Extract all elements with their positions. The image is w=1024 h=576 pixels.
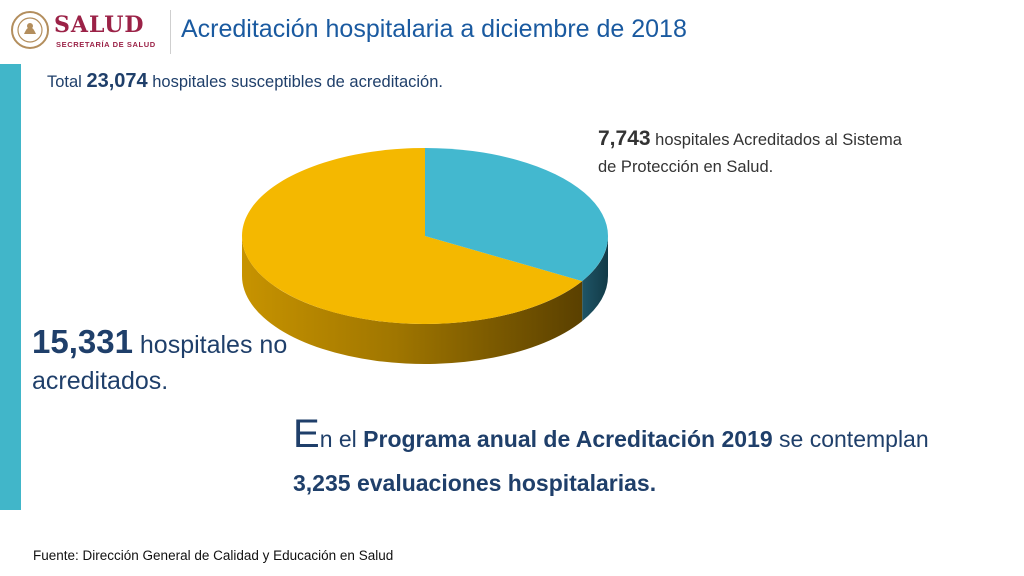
accredited-text: hospitales Acreditados al Sistema de Pro… [598,131,902,176]
note-part1: n el [319,426,357,452]
accredited-label: 7,743 hospitales Acreditados al Sistema … [598,125,918,181]
note-evaluations: 3,235 evaluaciones hospitalarias. [293,470,657,496]
total-summary: Total 23,074 hospitales susceptibles de … [47,70,443,93]
logo-subtitle: SECRETARÍA DE SALUD [56,40,156,49]
accredited-slice [425,148,609,282]
not-accredited-label: 15,331 hospitales no acreditados. [32,324,302,399]
not-accredited-slice [242,148,583,324]
salud-logo: SALUD SECRETARÍA DE SALUD [10,10,160,54]
not-accredited-value: 15,331 [32,323,133,360]
page-title: Acreditación hospitalaria a diciembre de… [181,15,687,43]
side-accent-bar [0,64,21,510]
accredited-value: 7,743 [598,127,651,150]
not-accredited-text: hospitales no acreditados. [32,331,288,395]
note-part2: se contemplan [779,426,929,452]
logo-name: SALUD [54,12,145,38]
note-program: Programa anual de Acreditación 2019 [363,426,773,452]
accredited-slice-side [582,236,608,322]
source-footnote: Fuente: Dirección General de Calidad y E… [33,548,394,563]
program-note: En el Programa anual de Acreditación 201… [293,412,1017,505]
national-emblem-icon [11,11,49,49]
note-dropcap: E [293,412,320,456]
total-value: 23,074 [86,70,148,92]
header-divider [170,10,171,54]
total-prefix: Total [47,73,82,91]
not-accredited-slice-side [242,236,583,365]
total-suffix: hospitales susceptibles de acreditación. [152,73,443,91]
